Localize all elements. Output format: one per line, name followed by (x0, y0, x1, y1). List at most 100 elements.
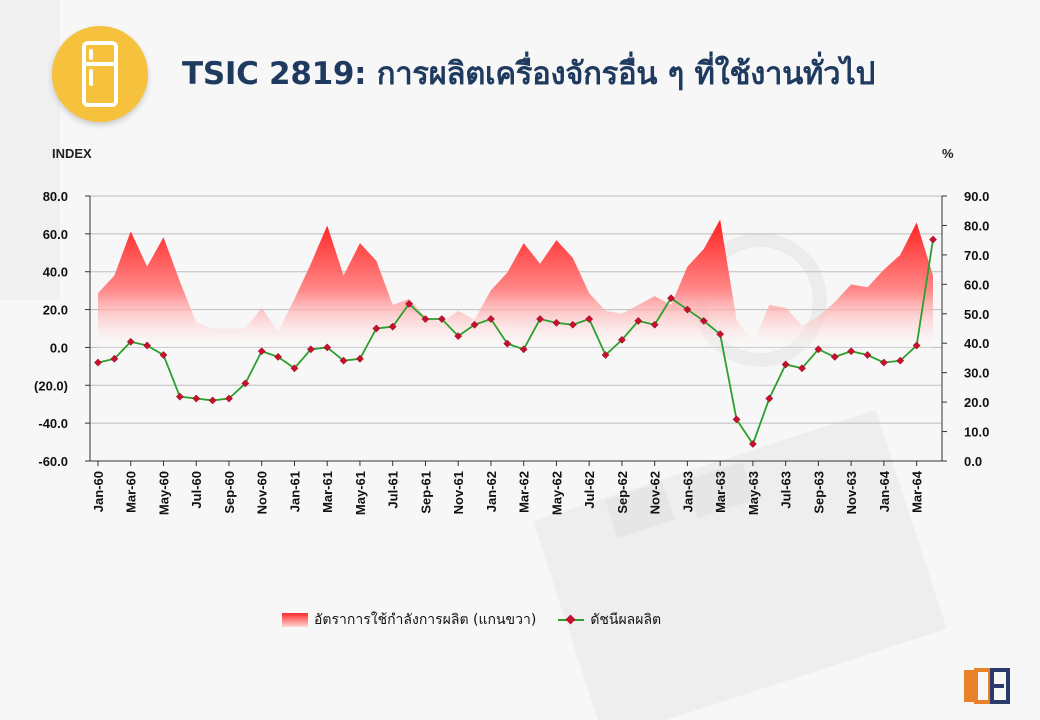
index-point (552, 318, 561, 327)
x-tick-label: Jan-61 (287, 471, 302, 512)
right-axis-title: % (942, 146, 954, 161)
left-tick-label: 20.0 (43, 303, 68, 318)
index-point (912, 341, 921, 350)
index-point (126, 337, 135, 346)
index-point (372, 324, 381, 333)
x-tick-label: Jul-60 (189, 471, 204, 509)
x-tick-label: May-63 (746, 471, 761, 515)
left-tick-label: 60.0 (43, 227, 68, 242)
x-tick-label: Mar-61 (320, 471, 335, 513)
x-tick-label: Jul-62 (582, 471, 597, 509)
x-tick-label: Nov-63 (844, 471, 859, 514)
left-tick-label: 40.0 (43, 265, 68, 280)
index-point (683, 305, 692, 314)
index-point (601, 351, 610, 359)
area-series-capacity (98, 219, 933, 350)
right-tick-label: 10.0 (964, 425, 989, 440)
index-point (405, 299, 414, 308)
index-point (667, 294, 675, 303)
x-tick-label: Mar-62 (517, 471, 532, 513)
index-point (617, 335, 626, 344)
page-title: TSIC 2819: การผลิตเครื่องจักรอื่น ๆ ที่ใ… (182, 56, 875, 92)
index-point (192, 394, 201, 403)
right-tick-label: 70.0 (964, 248, 989, 263)
index-point (159, 351, 168, 359)
left-tick-label: (20.0) (34, 378, 68, 393)
index-point (896, 356, 905, 365)
x-tick-label: Jul-63 (779, 471, 794, 509)
index-point (356, 354, 364, 363)
index-point (781, 360, 790, 369)
index-point (339, 356, 348, 365)
index-point (748, 440, 757, 448)
right-tick-label: 0.0 (964, 454, 982, 469)
index-point (110, 354, 119, 363)
index-point (454, 332, 463, 341)
index-point (519, 345, 528, 354)
index-point (94, 358, 102, 367)
x-tick-label: Nov-62 (648, 471, 663, 514)
left-tick-label: -40.0 (38, 416, 68, 431)
index-point (798, 364, 806, 373)
index-point (208, 396, 217, 405)
right-tick-label: 40.0 (964, 336, 989, 351)
x-tick-label: Jan-63 (680, 471, 695, 512)
index-point (143, 341, 152, 350)
left-tick-label: -60.0 (38, 454, 68, 469)
index-point (536, 315, 545, 323)
index-point (257, 347, 266, 356)
left-axis-title: INDEX (52, 146, 92, 161)
x-tick-label: Jan-64 (877, 470, 892, 512)
index-point (716, 330, 725, 339)
index-point (486, 315, 495, 323)
index-point (765, 394, 774, 403)
x-tick-label: Sep-61 (418, 471, 433, 514)
legend-area-label: อัตราการใช้กำลังการผลิต (แกนขวา) (314, 612, 537, 628)
legend-line-swatch (558, 613, 585, 627)
fridge-icon-badge (52, 26, 148, 122)
index-point (306, 345, 315, 354)
x-tick-label: Jan-62 (484, 471, 499, 512)
x-tick-label: Jul-61 (386, 471, 401, 509)
right-tick-label: 80.0 (964, 218, 989, 233)
x-tick-label: Sep-63 (811, 471, 826, 514)
line-series-index (97, 239, 934, 446)
index-point (421, 315, 430, 323)
right-tick-label: 60.0 (964, 277, 989, 292)
legend-line-label: ดัชนีผลผลิต (590, 612, 662, 628)
index-point (650, 320, 659, 329)
x-tick-label: Sep-62 (615, 471, 630, 514)
x-tick-label: Jan-60 (91, 471, 106, 512)
index-point (470, 320, 479, 329)
right-tick-label: 20.0 (964, 395, 989, 410)
index-point (699, 316, 708, 325)
index-point (847, 347, 856, 356)
index-point (274, 352, 283, 361)
x-tick-label: May-61 (353, 471, 368, 515)
index-point (568, 320, 577, 329)
x-tick-label: Sep-60 (222, 471, 237, 514)
refrigerator-icon (82, 41, 118, 107)
x-tick-label: Nov-60 (255, 471, 270, 514)
index-point (437, 315, 446, 323)
index-point (225, 394, 233, 403)
x-tick-label: Nov-61 (451, 471, 466, 514)
index-point (879, 358, 888, 367)
legend-area-swatch (282, 613, 308, 627)
x-tick-label: May-62 (549, 471, 564, 515)
index-point (175, 392, 184, 401)
index-point (585, 315, 594, 323)
index-point (503, 339, 512, 348)
index-point (929, 235, 937, 244)
index-point (290, 364, 299, 373)
index-point (388, 322, 397, 331)
chart-legend: อัตราการใช้กำลังการผลิต (แกนขวา) ดัชนีผล… (282, 610, 661, 630)
index-point (732, 415, 741, 424)
index-point (634, 316, 643, 325)
x-tick-label: Mar-63 (713, 471, 728, 513)
oie-logo (964, 668, 1010, 704)
index-point (814, 345, 823, 354)
right-tick-label: 90.0 (964, 189, 989, 204)
